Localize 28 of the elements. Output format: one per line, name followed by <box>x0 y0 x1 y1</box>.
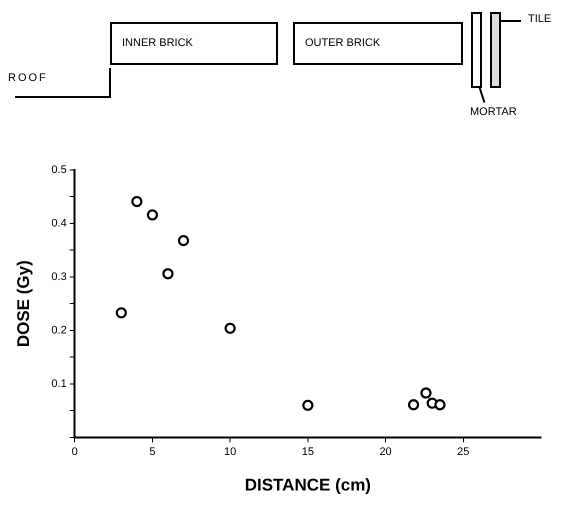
point <box>131 196 142 208</box>
y-tick-label: 0.2 <box>51 324 67 336</box>
x-tick-label: 5 <box>149 446 156 458</box>
x-axis-title: DISTANCE (cm) <box>244 475 371 494</box>
text: MORTAR <box>470 106 517 119</box>
y-tick-label: 0.3 <box>51 270 67 283</box>
x-tick-label: 25 <box>457 446 470 458</box>
point <box>420 387 432 399</box>
y-tick-label: 0.1 <box>51 378 67 390</box>
point <box>302 400 314 411</box>
point <box>434 399 446 410</box>
x-tick-label: 10 <box>224 446 236 458</box>
point <box>146 209 158 221</box>
x-tick-label: 20 <box>379 446 392 458</box>
text: ROOF <box>8 72 48 85</box>
x-tick-label: 0 <box>72 446 78 458</box>
point <box>116 307 127 318</box>
y-tick-label: 0.4 <box>51 218 67 230</box>
text: OUTER BRICK <box>305 37 380 50</box>
point <box>162 268 174 280</box>
point <box>178 234 190 246</box>
point <box>408 399 420 410</box>
y-tick-label: 0.5 <box>51 164 67 176</box>
y-axis-title: DOSE (Gy) <box>14 260 33 348</box>
x-tick-label: 15 <box>302 446 314 458</box>
text: INNER BRICK <box>122 37 193 50</box>
text: TILE <box>528 13 552 26</box>
point <box>224 322 236 334</box>
